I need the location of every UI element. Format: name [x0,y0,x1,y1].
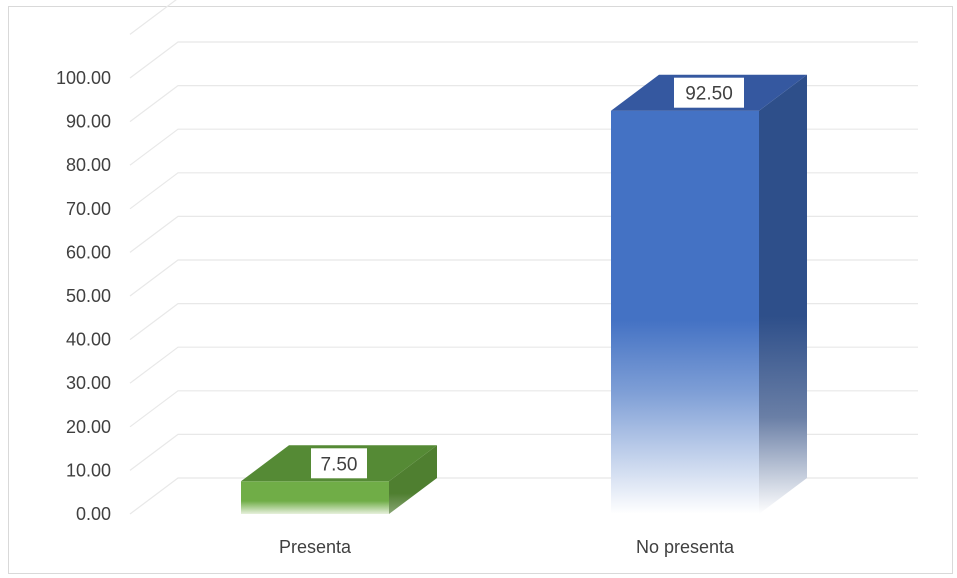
data-label-text: 7.50 [321,454,358,475]
y-tick-label: 80.00 [66,155,111,175]
data-label-box [311,448,367,479]
y-tick-label: 50.00 [66,286,111,306]
bars: 7.50 92.50 [241,74,807,514]
bar-side [759,74,807,514]
bar-presenta: 7.50 [241,445,437,514]
y-axis-ticks: 0.00 10.00 20.00 30.00 40.00 50.00 60.00 70.00 8… [56,68,111,524]
data-label: 92.50 [674,77,744,108]
y-tick-label: 90.00 [66,112,111,132]
bar-side [389,445,437,514]
y-tick-label: 100.00 [56,68,111,88]
y-tick-label: 0.00 [76,504,111,524]
bar-front [241,481,389,514]
bar-front [611,110,759,514]
x-axis-categories: Presenta No presenta [279,537,735,557]
y-tick-label: 70.00 [66,199,111,219]
bar-no-presenta: 92.50 [611,74,807,514]
x-category-label: No presenta [636,537,735,557]
y-tick-label: 40.00 [66,330,111,350]
y-tick-label: 60.00 [66,242,111,262]
data-label-text: 92.50 [685,84,733,105]
gridline [129,41,918,79]
y-tick-label: 30.00 [66,373,111,393]
gridline [129,0,177,35]
y-tick-label: 20.00 [66,417,111,437]
y-tick-label: 10.00 [66,460,111,480]
x-category-label: Presenta [279,537,352,557]
data-label-box [674,77,744,108]
data-label: 7.50 [311,448,367,479]
